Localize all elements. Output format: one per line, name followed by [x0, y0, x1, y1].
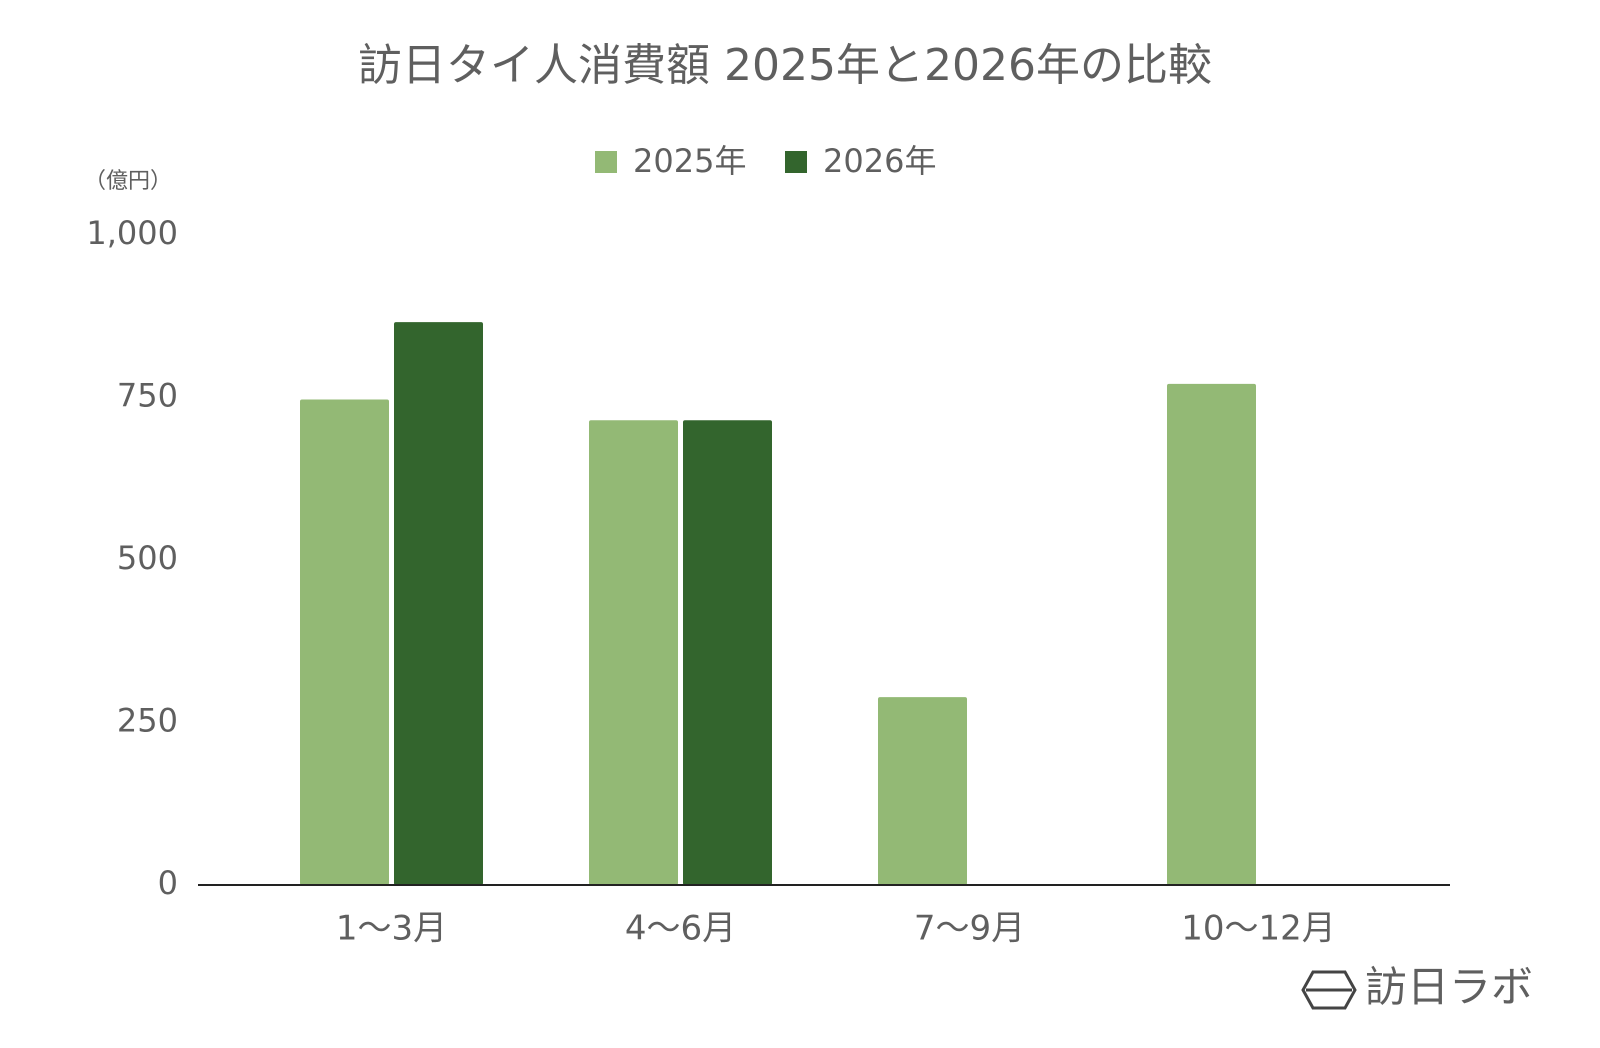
y-axis-unit: （億円） — [84, 169, 172, 194]
bar — [394, 322, 483, 886]
bar — [589, 420, 678, 885]
legend-swatch — [785, 151, 807, 173]
chart-title: 訪日タイ人消費額 2025年と2026年の比較 — [358, 40, 1212, 91]
y-tick-label: 1,000 — [86, 214, 178, 252]
y-tick-label: 500 — [117, 539, 178, 577]
bar — [683, 420, 772, 885]
y-tick-label: 250 — [117, 702, 178, 740]
legend-swatch — [595, 151, 617, 173]
bar — [300, 399, 389, 885]
y-tick-label: 750 — [117, 377, 178, 415]
watermark-text: 訪日ラボ — [1365, 963, 1533, 1012]
logo-icon — [1301, 970, 1357, 1010]
watermark: 訪日ラボ — [1301, 963, 1533, 1012]
legend-label: 2025年 — [633, 142, 746, 180]
x-tick-label: 4〜6月 — [625, 909, 736, 949]
x-tick-label: 7〜9月 — [914, 909, 1025, 949]
y-tick-label: 0 — [158, 864, 178, 902]
x-tick-label: 1〜3月 — [336, 909, 447, 949]
legend-label: 2026年 — [823, 142, 936, 180]
bar — [878, 697, 967, 885]
x-tick-label: 10〜12月 — [1181, 909, 1336, 949]
bar — [1167, 383, 1256, 885]
